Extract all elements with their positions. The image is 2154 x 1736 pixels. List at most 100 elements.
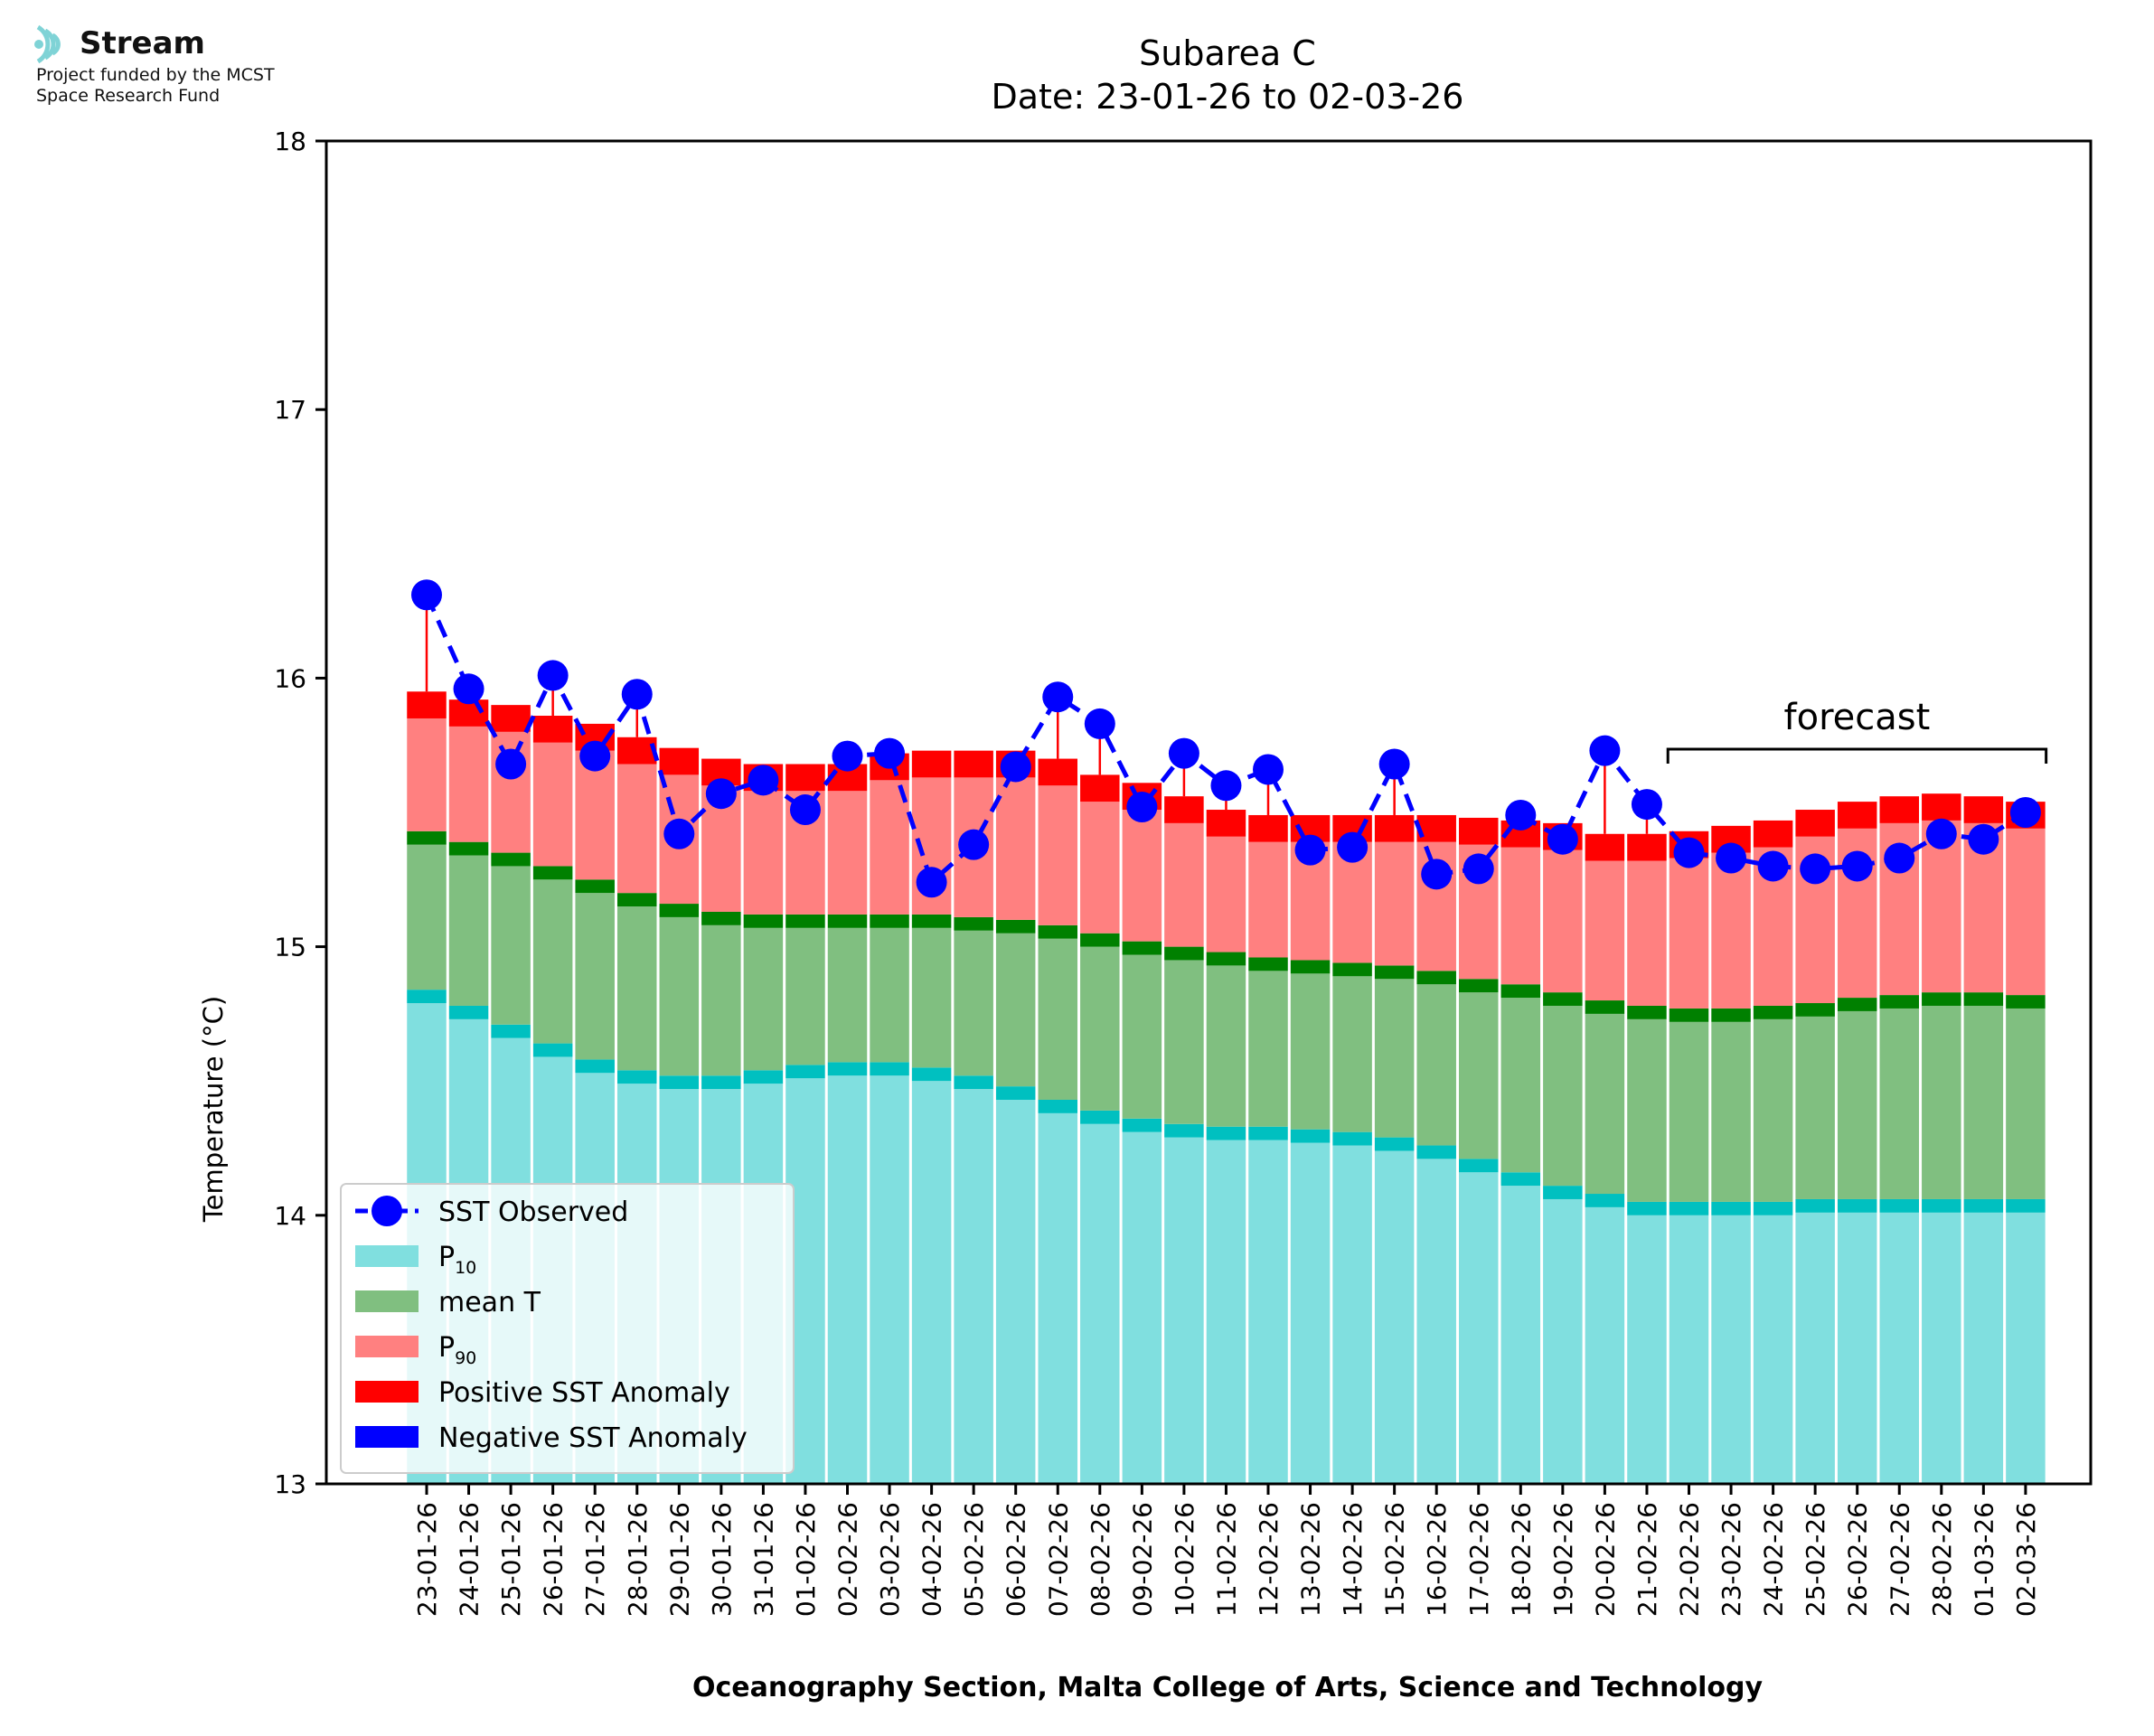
mean-band — [2006, 995, 2046, 1009]
legend-swatch — [355, 1336, 419, 1357]
p90-band — [1459, 817, 1499, 845]
mean-band — [617, 893, 657, 907]
mean-band — [1627, 1005, 1667, 1019]
x-tick-label: 15-02-26 — [1380, 1502, 1410, 1617]
p10-bar — [1248, 1140, 1288, 1484]
y-tick-label: 14 — [274, 1201, 306, 1231]
x-tick-label: 02-02-26 — [833, 1502, 863, 1617]
p10-bar — [1795, 1212, 1835, 1484]
x-tick-label: 27-02-26 — [1885, 1502, 1914, 1617]
p10-band — [743, 1070, 784, 1084]
p10-bar — [1922, 1212, 1961, 1484]
p10-band — [1879, 1198, 1919, 1213]
mean-bar — [1627, 1018, 1667, 1202]
p90-band — [1374, 814, 1415, 842]
sst-observed-point — [495, 748, 527, 780]
sst-observed-point — [832, 740, 863, 772]
legend-label-subscript: 90 — [455, 1348, 476, 1368]
p10-band — [1416, 1145, 1456, 1159]
p90-band — [1963, 796, 2004, 823]
sst-observed-point — [1884, 842, 1915, 874]
p10-band — [1332, 1131, 1372, 1146]
sst-observed-point — [621, 679, 653, 710]
p90-band — [1922, 793, 1961, 821]
p10-bar — [1585, 1206, 1625, 1484]
y-tick-label: 17 — [274, 395, 306, 425]
sst-observed-point — [1547, 823, 1578, 855]
p10-bar — [1627, 1215, 1667, 1484]
sst-observed-point — [789, 794, 821, 826]
mean-bar — [1038, 938, 1077, 1101]
sst-observed-point — [1800, 853, 1831, 885]
p90-bar — [1711, 852, 1751, 1009]
x-tick-label: 31-01-26 — [748, 1502, 778, 1617]
mean-bar — [617, 906, 657, 1071]
p90-band — [1038, 758, 1077, 786]
mean-bar — [2006, 1008, 2046, 1199]
x-tick-label: 12-02-26 — [1254, 1502, 1284, 1617]
mean-band — [1543, 992, 1583, 1006]
mean-band — [1290, 960, 1331, 974]
p90-bar — [1627, 860, 1667, 1006]
p10-band — [1585, 1194, 1625, 1207]
mean-bar — [1837, 1010, 1877, 1199]
mean-band — [1711, 1008, 1751, 1022]
mean-band — [1248, 957, 1288, 971]
mean-bar — [995, 933, 1036, 1087]
p10-band — [1122, 1118, 1162, 1132]
p10-bar — [827, 1075, 868, 1484]
y-axis-label: Temperature (°C) — [198, 996, 229, 1223]
sst-observed-point — [1673, 837, 1705, 868]
p10-bar — [1543, 1198, 1583, 1484]
mean-band — [870, 914, 909, 928]
p10-band — [785, 1065, 825, 1079]
mean-band — [1500, 984, 1541, 999]
sst-observed-point — [1168, 737, 1199, 769]
p90-bar — [407, 718, 447, 831]
p90-bar — [1500, 847, 1541, 985]
p10-band — [1459, 1159, 1499, 1173]
logo-funding-line2: Space Research Fund — [36, 86, 221, 106]
sst-observed-point — [663, 818, 695, 849]
p10-bar — [1374, 1150, 1415, 1484]
x-tick-label: 22-02-26 — [1675, 1502, 1705, 1617]
p90-bar — [1164, 822, 1204, 947]
p10-band — [1164, 1123, 1204, 1138]
sst-observed-point — [874, 737, 906, 769]
p90-bar — [532, 742, 573, 867]
p10-band — [1669, 1201, 1709, 1215]
p90-band — [1080, 774, 1120, 802]
p10-bar — [1669, 1215, 1709, 1484]
x-tick-label: 26-02-26 — [1843, 1502, 1873, 1617]
mean-band — [785, 914, 825, 928]
p90-band — [617, 737, 657, 765]
p10-bar — [1164, 1137, 1204, 1484]
x-tick-label: 18-02-26 — [1506, 1502, 1536, 1617]
p10-band — [448, 1005, 489, 1019]
x-tick-label: 17-02-26 — [1464, 1502, 1494, 1617]
x-tick-label: 23-02-26 — [1717, 1502, 1746, 1617]
p90-bar — [1585, 860, 1625, 1001]
p10-band — [1753, 1201, 1793, 1215]
sst-observed-point — [411, 579, 442, 611]
sst-observed-point — [958, 829, 990, 860]
mean-band — [827, 914, 868, 928]
sst-observed-point — [1757, 850, 1789, 882]
mean-band — [1459, 979, 1499, 993]
logo-funding-line1: Project funded by the MCST — [36, 65, 275, 85]
x-tick-label: 10-02-26 — [1170, 1502, 1199, 1617]
p10-band — [1080, 1110, 1120, 1124]
p10-band — [407, 990, 447, 1004]
p10-band — [1248, 1126, 1288, 1140]
p90-band — [491, 705, 531, 732]
mean-bar — [407, 844, 447, 990]
sst-observed-point — [1505, 799, 1537, 830]
mean-bar — [575, 893, 615, 1060]
sst-observed-point — [2009, 797, 2041, 828]
legend-label-subscript: 10 — [455, 1258, 476, 1278]
sst-observed-point — [1968, 823, 1999, 855]
mean-bar — [743, 927, 784, 1071]
x-tick-label: 20-02-26 — [1590, 1502, 1620, 1617]
p90-bar — [827, 791, 868, 915]
